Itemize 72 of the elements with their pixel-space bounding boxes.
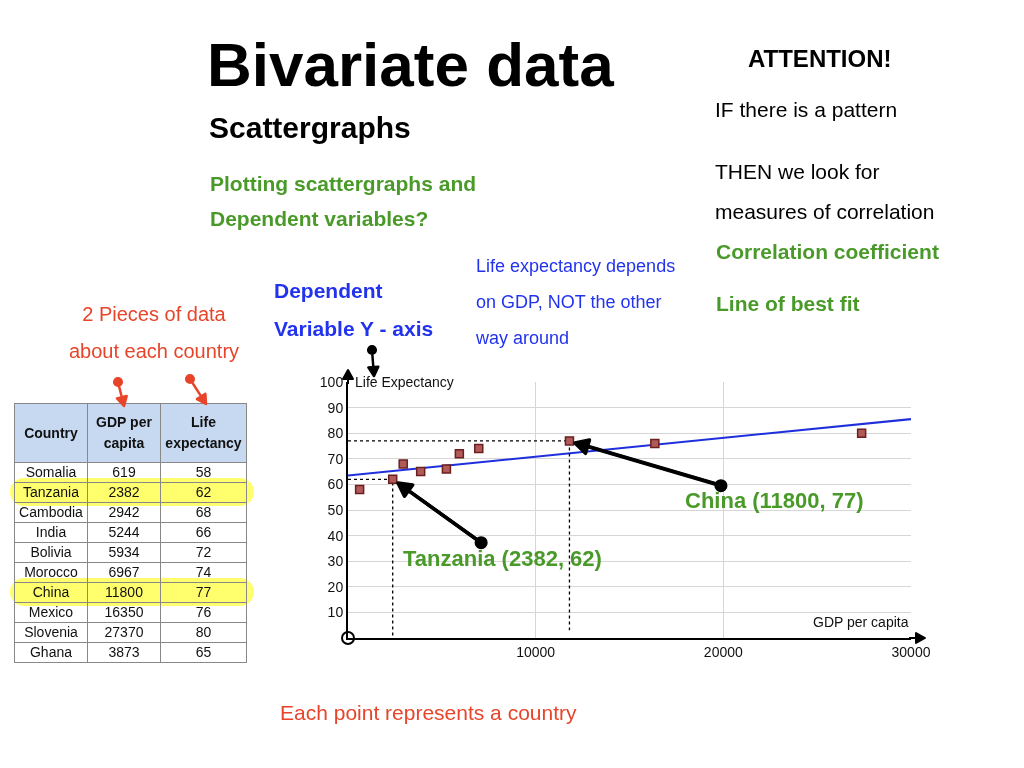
x-tick-label: 20000 — [703, 643, 744, 660]
point — [387, 474, 398, 485]
data-label: 72 — [160, 542, 247, 563]
data-label: 74 — [160, 562, 247, 583]
category-label: Mexico — [14, 602, 88, 623]
text: Plotting scattergraphs and Dependent variables? — [210, 171, 477, 232]
text: Correlation coefficient — [716, 239, 939, 264]
annotation: Tanzania (2382, 62) — [403, 546, 602, 571]
data-label: 27370 — [87, 622, 161, 643]
y-tick-label: 90 — [327, 399, 344, 416]
text: Country — [14, 403, 88, 463]
category-label: Ghana — [14, 642, 88, 663]
point — [856, 428, 867, 438]
data-label: 66 — [160, 522, 247, 543]
data-label: 68 — [160, 502, 247, 523]
category-label: Bolivia — [14, 542, 88, 563]
text: Each point represents a country — [280, 700, 577, 725]
series-label: GDP per capita — [87, 403, 161, 463]
data-label: 58 — [160, 462, 247, 483]
data-label: 3873 — [87, 642, 161, 663]
x-axis-title: GDP per capita — [813, 614, 909, 630]
chart-title: Bivariate data — [207, 29, 614, 101]
text: IF there is a pattern — [715, 97, 898, 122]
point — [441, 464, 452, 474]
y-tick-label: 70 — [327, 450, 344, 467]
legend-label: Life expectancy — [160, 403, 247, 463]
y-tick-label: 80 — [327, 425, 344, 442]
y-tick-label: 50 — [327, 501, 344, 518]
text: ATTENTION! — [748, 44, 892, 73]
data-label: 619 — [87, 462, 161, 483]
category-label: Tanzania — [14, 482, 88, 503]
category-label: Somalia — [14, 462, 88, 483]
data-label: 62 — [160, 482, 247, 503]
text: THEN we look for measures of correlation — [715, 159, 935, 225]
y-tick-label: 30 — [327, 553, 344, 570]
y-tick-label: 20 — [327, 578, 344, 595]
data-label: 65 — [160, 642, 247, 663]
point — [650, 438, 660, 449]
y-tick-label: 60 — [327, 476, 344, 493]
data-label: 2942 — [87, 502, 161, 523]
data-label: 77 — [160, 582, 247, 603]
annotation: China (11800, 77) — [685, 488, 864, 513]
data-label: 16350 — [87, 602, 161, 623]
data-label: 2382 — [87, 482, 161, 503]
x-tick-label: 30000 — [891, 643, 931, 660]
point — [474, 443, 484, 454]
text: Life expectancy depends on GDP, NOT the other way around — [476, 255, 676, 350]
point — [398, 459, 408, 469]
chart-subtitle: Scattergraphs — [209, 110, 411, 146]
category-label: India — [14, 522, 88, 543]
data-label: 5934 — [87, 542, 161, 563]
point — [354, 484, 365, 495]
data-label: 5244 — [87, 522, 161, 543]
category-label: Morocco — [14, 562, 88, 583]
text: Line of best fit — [716, 291, 860, 316]
data-label: 76 — [160, 602, 247, 623]
text: Dependent Variable Y - axis — [274, 278, 434, 342]
x-tick-label: 10000 — [516, 643, 556, 660]
y-tick-label: 10 — [327, 604, 344, 621]
y-axis-title: Life Expectancy — [355, 374, 454, 390]
text: 2 Pieces of data about each country — [67, 302, 241, 364]
data-label: 6967 — [87, 562, 161, 583]
y-tick-label: 40 — [327, 527, 344, 544]
point — [564, 436, 575, 446]
category-label: China — [14, 582, 88, 603]
category-label: Cambodia — [14, 502, 88, 523]
data-label: 11800 — [87, 582, 161, 603]
point — [454, 448, 465, 459]
point — [415, 466, 426, 477]
category-label: Slovenia — [14, 622, 88, 643]
data-label: 80 — [160, 622, 247, 643]
y-tick-label: 100 — [319, 373, 344, 390]
